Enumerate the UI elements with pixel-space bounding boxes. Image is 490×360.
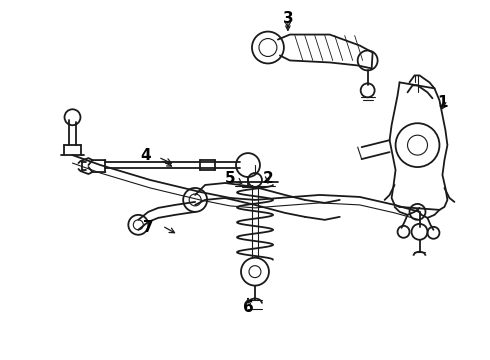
Text: 7: 7 (143, 220, 153, 235)
Text: 3: 3 (283, 11, 293, 26)
Text: 6: 6 (243, 300, 253, 315)
Text: 5: 5 (225, 171, 235, 185)
Text: 1: 1 (437, 95, 448, 110)
Text: 4: 4 (140, 148, 150, 163)
Text: 2: 2 (263, 171, 273, 185)
